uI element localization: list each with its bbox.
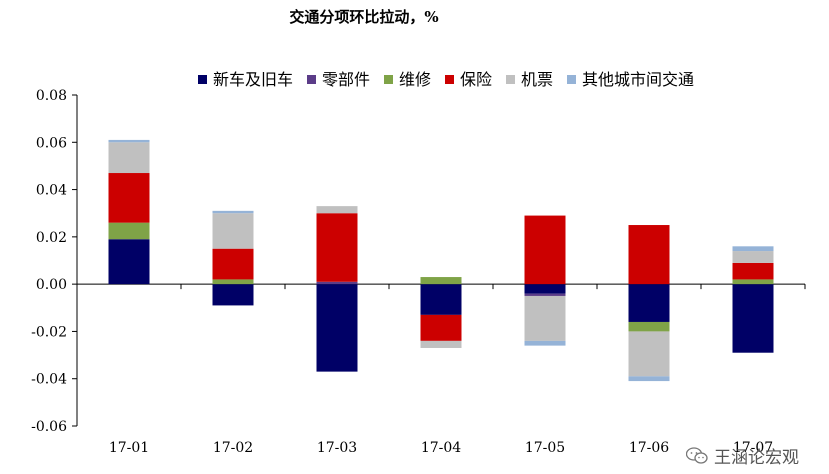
x-tick-label: 17-04 xyxy=(421,440,461,456)
bar-segment xyxy=(628,331,670,377)
legend-label: 维修 xyxy=(399,70,431,89)
watermark-text: 王涵论宏观 xyxy=(714,448,799,468)
bar-segment xyxy=(732,279,774,285)
legend-swatch xyxy=(506,75,515,84)
bar-segment xyxy=(524,340,566,346)
bar-segment xyxy=(212,248,254,280)
bar-segment xyxy=(108,239,150,285)
y-tick-label: 0.04 xyxy=(36,183,67,199)
y-tick-label: 0.06 xyxy=(36,135,67,151)
y-axis: 0.08 0.06 0.04 0.02 0.00 -0.02 -0.04 -0.06 xyxy=(31,88,78,435)
y-tick-label: 0.08 xyxy=(36,88,67,104)
bar-segment xyxy=(628,284,670,322)
bar-segment xyxy=(524,215,566,285)
legend-label: 零部件 xyxy=(322,70,370,89)
wechat-icon xyxy=(686,446,708,464)
bar-segment xyxy=(108,139,150,143)
chart-title: 交通分项环比拉动，% xyxy=(289,8,438,26)
bar-segment xyxy=(108,173,150,223)
bar-segment xyxy=(212,210,254,214)
bar-segment xyxy=(732,262,774,280)
legend-label: 新车及旧车 xyxy=(213,70,293,89)
bar-segment xyxy=(316,213,358,282)
bar-segment xyxy=(524,284,566,294)
y-tick-label: 0.00 xyxy=(36,277,67,293)
bar-segment xyxy=(524,293,566,296)
bar-segment xyxy=(420,314,462,341)
legend-swatch xyxy=(198,75,207,84)
y-tick-label: -0.04 xyxy=(31,372,67,388)
legend-swatch xyxy=(445,75,454,84)
legend-label: 保险 xyxy=(460,70,492,89)
bars xyxy=(108,139,774,382)
bar-segment xyxy=(628,321,670,332)
x-axis: 17-01 17-02 17-03 17-04 17-05 17-06 17-07 xyxy=(76,283,806,456)
watermark: 王涵论宏观 xyxy=(686,443,799,468)
bar-segment xyxy=(212,284,254,306)
legend-swatch xyxy=(567,75,576,84)
legend-label: 其他城市间交通 xyxy=(582,70,694,89)
bar-segment xyxy=(732,246,774,252)
legend: 新车及旧车 零部件 维修 保险 机票 其他城市间交通 xyxy=(198,70,694,89)
bar-segment xyxy=(420,284,462,315)
legend-label: 机票 xyxy=(521,70,553,89)
bar-segment xyxy=(316,284,358,372)
y-tick-label: -0.06 xyxy=(31,419,67,435)
bar-segment xyxy=(108,142,150,174)
legend-swatch xyxy=(307,75,316,84)
y-tick-label: -0.02 xyxy=(31,324,67,340)
bar-segment xyxy=(212,279,254,285)
bar-segment xyxy=(316,281,358,285)
bar-segment xyxy=(628,376,670,382)
bar-segment xyxy=(732,284,774,353)
legend-swatch xyxy=(384,75,393,84)
x-tick-label: 17-05 xyxy=(525,440,565,456)
bar-segment xyxy=(212,213,254,249)
bar-segment xyxy=(732,251,774,263)
bar-segment xyxy=(108,222,150,240)
bar-segment xyxy=(420,340,462,348)
y-tick-label: 0.02 xyxy=(36,230,67,246)
x-tick-label: 17-01 xyxy=(109,440,149,456)
x-tick-label: 17-02 xyxy=(213,440,253,456)
x-tick-label: 17-06 xyxy=(629,440,669,456)
bar-segment xyxy=(420,277,462,285)
bar-segment xyxy=(524,295,566,341)
x-tick-label: 17-07 xyxy=(733,440,773,456)
x-tick-label: 17-03 xyxy=(317,440,357,456)
bar-segment xyxy=(628,225,670,285)
bar-segment xyxy=(316,206,358,214)
